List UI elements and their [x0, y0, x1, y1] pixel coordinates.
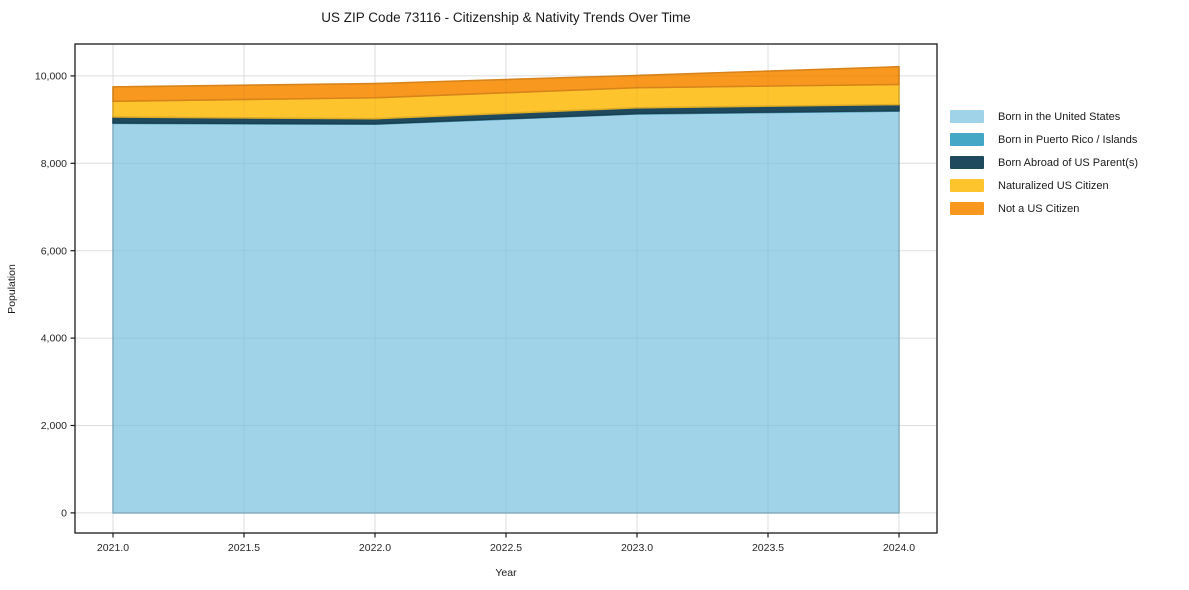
- y-axis-tick-label: 0: [61, 507, 67, 519]
- y-axis-label: Population: [6, 264, 18, 314]
- legend-entry-3: Born Abroad of US Parent(s): [950, 151, 1138, 174]
- legend-swatch-icon: [950, 110, 984, 123]
- axes-layer: 0 2,000 4,000 6,000 8,000 10,000 2021.0 2021.5 2…: [35, 43, 938, 554]
- gridlines-overlay-layer: [75, 44, 937, 533]
- y-axis-tick-label: 10,000: [35, 71, 67, 83]
- x-axis-tick-label: 2023.0: [621, 542, 653, 554]
- legend-swatch-icon: [950, 179, 984, 192]
- legend-entry-4: Naturalized US Citizen: [950, 174, 1138, 197]
- x-axis-label: Year: [495, 567, 517, 579]
- legend-entry-5: Not a US Citizen: [950, 197, 1138, 220]
- y-axis-tick-label: 4,000: [41, 333, 67, 345]
- legend-label: Born in the United States: [998, 110, 1121, 123]
- y-axis-tick-label: 2,000: [41, 420, 67, 432]
- legend-swatch-icon: [950, 202, 984, 215]
- legend-entry-2: Born in Puerto Rico / Islands: [950, 128, 1138, 151]
- x-axis-tick-label: 2022.0: [359, 542, 391, 554]
- x-axis-tick-label: 2021.5: [228, 542, 260, 554]
- area-series-5: [112, 65, 900, 103]
- legend-label: Naturalized US Citizen: [998, 179, 1109, 192]
- stacked-areas-layer: [112, 65, 900, 514]
- x-axis-tick-label: 2021.0: [97, 542, 129, 554]
- chart-legend: Born in the United States Born in Puerto …: [950, 105, 1138, 220]
- x-axis-tick-label: 2022.5: [490, 542, 522, 554]
- legend-swatch-icon: [950, 156, 984, 169]
- legend-entry-1: Born in the United States: [950, 105, 1138, 128]
- x-axis-tick-label: 2023.5: [752, 542, 784, 554]
- chart-title: US ZIP Code 73116 - Citizenship & Nativi…: [321, 10, 690, 25]
- y-axis-tick-label: 8,000: [41, 158, 67, 170]
- y-axis-tick-label: 6,000: [41, 245, 67, 257]
- x-axis-tick-label: 2024.0: [883, 542, 915, 554]
- legend-swatch-icon: [950, 133, 984, 146]
- legend-label: Born in Puerto Rico / Islands: [998, 133, 1138, 146]
- legend-label: Not a US Citizen: [998, 202, 1080, 215]
- legend-label: Born Abroad of US Parent(s): [998, 156, 1139, 169]
